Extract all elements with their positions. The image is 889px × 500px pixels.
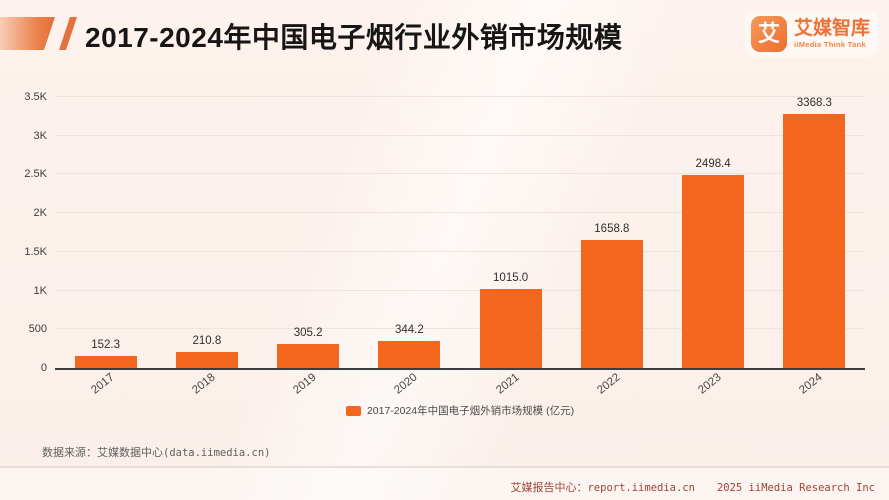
gridline — [55, 96, 865, 97]
logo-brand-name: 艾媒智库 — [793, 18, 870, 40]
y-tick-label: 2K — [33, 207, 47, 220]
y-tick-label: 3.5K — [24, 91, 47, 103]
data-source-prefix: 数据来源：艾媒数据中心 — [42, 447, 163, 459]
bar-2019 — [277, 344, 340, 368]
x-tick-label: 2019 — [291, 371, 319, 397]
y-tick-label: 3K — [33, 129, 47, 142]
bar-value-label: 305.2 — [293, 327, 323, 339]
bar-value-label: 1015.0 — [493, 272, 529, 284]
footer-note: 艾媒报告中心：report.iimedia.cn 2025 iiMedia Res… — [510, 479, 875, 495]
y-tick-label: 2.5K — [24, 168, 47, 181]
legend-swatch-icon — [345, 405, 361, 416]
bar-2021 — [479, 289, 542, 368]
bar-2024 — [783, 114, 846, 368]
bar-2017 — [74, 356, 137, 368]
bar-value-label: 210.8 — [192, 335, 222, 347]
accent-bar-icon — [0, 17, 55, 50]
report-center-domain: report.iimedia.cn — [587, 482, 695, 494]
gridline — [55, 134, 865, 136]
report-center-label: 艾媒报告中心： — [510, 482, 588, 494]
bar-column-2020: 344.2 2020 — [359, 97, 460, 397]
gridline — [55, 328, 865, 330]
chart-legend: 2017-2024年中国电子烟外销市场规模 (亿元) — [55, 403, 865, 418]
bar-columns: 152.3 2017 210.8 2018 305.2 2019 344.2 2020 1015… — [55, 97, 865, 397]
bar-value-label: 152.3 — [91, 339, 121, 351]
x-tick-label: 2020 — [392, 371, 421, 397]
bar-column-2021: 1015.0 2021 — [460, 97, 561, 397]
bar-value-label: 3368.3 — [796, 97, 832, 109]
x-tick-label: 2021 — [493, 371, 522, 397]
bar-2022 — [580, 240, 643, 368]
bar-column-2018: 210.8 2018 — [156, 97, 257, 397]
gridline — [55, 173, 865, 175]
copyright: 2025 iiMedia Research Inc — [716, 482, 875, 494]
x-tick-label: 2022 — [595, 371, 623, 397]
plot-area: 0 500 1K 1.5K 2K 2.5K 3K 3.5K 152.3 2017 210.8 2018… — [24, 91, 865, 397]
y-tick-label: 1.5K — [24, 245, 47, 258]
bar-value-label: 1658.8 — [594, 223, 630, 235]
bar-column-2023: 2498.4 2023 — [663, 97, 764, 397]
iimedia-logo: 艾 艾媒智库 iiMedia Think Tank — [744, 11, 879, 57]
accent-slash-icon — [59, 17, 77, 50]
logo-tagline: iiMedia Think Tank — [793, 39, 866, 49]
footer-band — [0, 468, 889, 500]
iimedia-logo-icon: 艾 — [750, 16, 787, 52]
y-tick-label: 0 — [40, 362, 47, 374]
bar-value-label: 2498.4 — [695, 158, 731, 170]
x-tick-label: 2017 — [88, 371, 117, 397]
gridline — [55, 212, 865, 214]
gridline — [55, 289, 865, 291]
bar-column-2019: 305.2 2019 — [258, 97, 359, 397]
page-title: 2017-2024年中国电子烟行业外销市场规模 — [85, 22, 623, 53]
y-tick-label: 500 — [28, 323, 47, 336]
gridline — [55, 250, 865, 252]
y-tick-label: 1K — [33, 284, 47, 297]
bar-2023 — [682, 175, 745, 368]
bar-2020 — [378, 341, 441, 368]
data-source-note: 数据来源：艾媒数据中心(data.iimedia.cn) — [42, 444, 270, 460]
x-tick-label: 2024 — [797, 371, 826, 397]
bar-value-label: 344.2 — [394, 324, 424, 336]
bar-column-2024: 3368.3 2024 — [764, 97, 865, 397]
logo-glyph: 艾 — [757, 21, 780, 46]
data-source-domain: (data.iimedia.cn) — [163, 447, 271, 459]
footer-divider — [0, 466, 889, 468]
logo-text: 艾媒智库 iiMedia Think Tank — [793, 18, 870, 49]
x-tick-label: 2023 — [696, 371, 724, 397]
bar-column-2022: 1658.8 2022 — [561, 97, 662, 397]
legend-label: 2017-2024年中国电子烟外销市场规模 (亿元) — [366, 405, 575, 417]
bar-2018 — [175, 352, 238, 368]
x-tick-label: 2018 — [190, 371, 218, 397]
bar-column-2017: 152.3 2017 — [55, 97, 156, 397]
